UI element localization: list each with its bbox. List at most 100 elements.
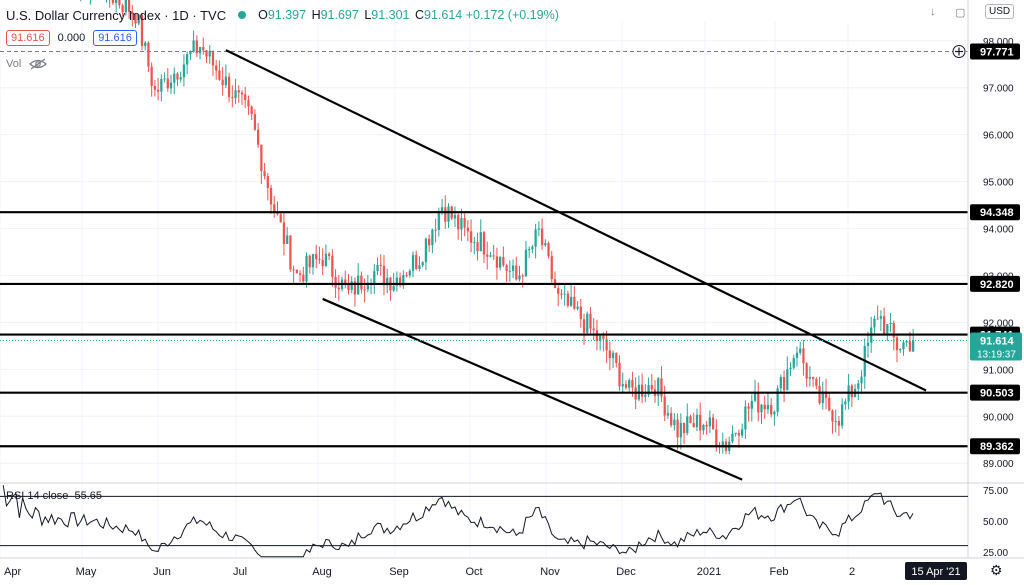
price-axis: 98.00097.00096.00095.00094.00093.00092.0… bbox=[952, 0, 1024, 558]
candle-body bbox=[198, 47, 202, 54]
candle-body bbox=[211, 50, 215, 66]
candle-body bbox=[534, 229, 537, 247]
candle bbox=[282, 212, 286, 256]
candle bbox=[815, 377, 818, 390]
candle bbox=[392, 272, 395, 292]
candle bbox=[298, 270, 302, 283]
candle-body bbox=[640, 384, 644, 397]
candle-body bbox=[169, 82, 173, 89]
candle bbox=[182, 54, 186, 87]
candle bbox=[227, 72, 231, 103]
candle bbox=[734, 432, 737, 437]
candle bbox=[882, 307, 886, 335]
fullscreen-icon[interactable]: ▢ bbox=[955, 7, 966, 19]
price-tick-label: 98.000 bbox=[983, 37, 1014, 48]
candle-body bbox=[695, 414, 699, 428]
candle-body bbox=[828, 397, 831, 411]
candle-body bbox=[892, 323, 895, 338]
candle-body bbox=[492, 255, 495, 257]
high-label: H bbox=[311, 8, 321, 22]
level-tag-bg bbox=[970, 204, 1020, 221]
candle-body bbox=[473, 242, 476, 244]
candle-body bbox=[457, 214, 460, 230]
candle-body bbox=[131, 11, 134, 15]
candle-body bbox=[705, 425, 708, 427]
candle bbox=[753, 379, 757, 403]
arrow-down-icon[interactable]: ↓ bbox=[930, 6, 936, 18]
candle bbox=[679, 413, 682, 450]
candle bbox=[353, 277, 357, 307]
candle bbox=[547, 241, 550, 259]
candle-body bbox=[821, 391, 824, 404]
candle-body bbox=[231, 97, 234, 99]
candle bbox=[150, 62, 153, 97]
candle-body bbox=[421, 262, 424, 266]
candle-body bbox=[486, 254, 489, 257]
candle bbox=[337, 275, 340, 301]
candle bbox=[244, 86, 247, 108]
candle-body bbox=[857, 383, 860, 389]
candle-body bbox=[831, 410, 834, 422]
candle-body bbox=[879, 316, 883, 319]
candle bbox=[111, 0, 115, 5]
candle-body bbox=[244, 94, 247, 101]
open-value: 91.397 bbox=[267, 8, 307, 22]
candle-body bbox=[466, 227, 469, 232]
quote-row: 91.616 0.000 91.616 bbox=[6, 30, 137, 46]
time-tick-label: Oct bbox=[465, 566, 482, 578]
candle-body bbox=[140, 14, 144, 46]
candle bbox=[834, 409, 837, 433]
candle bbox=[586, 311, 589, 336]
time-tick-label: 2 bbox=[849, 566, 855, 578]
candle-body bbox=[479, 232, 482, 252]
candle-body bbox=[660, 378, 663, 397]
candle bbox=[905, 340, 908, 347]
symbol-title[interactable]: U.S. Dollar Currency Index · 1D · TVC bbox=[6, 7, 227, 23]
candle-body bbox=[776, 388, 779, 412]
candle bbox=[144, 41, 147, 51]
candle bbox=[156, 78, 160, 101]
candle-body bbox=[895, 337, 899, 351]
candle bbox=[169, 74, 173, 95]
candle bbox=[405, 271, 408, 278]
candle-body bbox=[324, 253, 328, 267]
candle bbox=[663, 385, 666, 422]
candle-body bbox=[773, 411, 776, 415]
settings-gear-icon[interactable]: ⚙ bbox=[990, 562, 1003, 578]
candle-body bbox=[586, 313, 589, 333]
candle bbox=[360, 271, 363, 294]
candle-body bbox=[282, 222, 286, 244]
candle-body bbox=[808, 376, 812, 379]
candle bbox=[763, 395, 766, 419]
candle bbox=[831, 409, 834, 434]
candle bbox=[786, 356, 789, 391]
candle bbox=[395, 271, 399, 292]
candle-body bbox=[392, 285, 395, 291]
candle-body bbox=[905, 341, 908, 343]
candle-body bbox=[424, 238, 428, 263]
candle-body bbox=[611, 352, 615, 359]
candle-body bbox=[912, 340, 915, 352]
candle-body bbox=[260, 144, 263, 172]
candle-body bbox=[708, 417, 711, 427]
buy-price-pill[interactable]: 91.616 bbox=[93, 30, 137, 46]
candle bbox=[795, 346, 799, 367]
candle bbox=[499, 255, 502, 271]
candle-body bbox=[373, 271, 376, 284]
candle-body bbox=[379, 264, 382, 266]
level-tag-bg bbox=[970, 275, 1020, 292]
candle bbox=[247, 95, 250, 115]
candle-body bbox=[127, 0, 131, 12]
candle bbox=[776, 385, 779, 417]
candle-body bbox=[208, 50, 211, 57]
sell-price-pill[interactable]: 91.616 bbox=[6, 30, 50, 46]
eye-hidden-icon[interactable] bbox=[29, 58, 48, 70]
candle-body bbox=[160, 79, 163, 92]
rsi-panel: 75.00 50.00 25.00 bbox=[0, 482, 1024, 559]
candle-body bbox=[353, 281, 357, 295]
candle-body bbox=[347, 284, 350, 291]
candle bbox=[137, 13, 140, 26]
currency-badge[interactable]: USD bbox=[985, 4, 1015, 19]
candle bbox=[160, 74, 163, 102]
